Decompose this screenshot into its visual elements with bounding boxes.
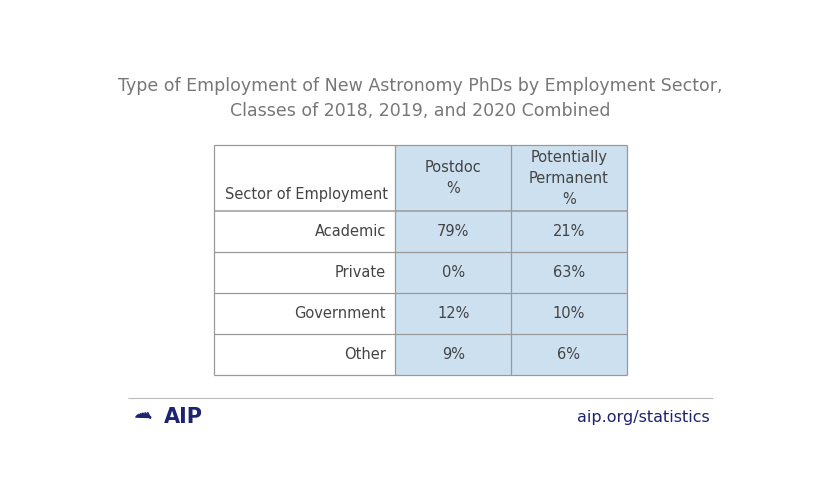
Text: 0%: 0%: [441, 265, 464, 280]
Text: 21%: 21%: [552, 224, 585, 239]
Text: 79%: 79%: [437, 224, 469, 239]
Text: 12%: 12%: [437, 306, 469, 320]
Text: 9%: 9%: [441, 347, 464, 362]
Text: Academic: Academic: [314, 224, 386, 239]
Text: AIP: AIP: [164, 407, 203, 428]
Text: Postdoc
%: Postdoc %: [424, 160, 481, 196]
Text: Type of Employment of New Astronomy PhDs by Employment Sector,
Classes of 2018, : Type of Employment of New Astronomy PhDs…: [118, 77, 722, 120]
Text: Sector of Employment: Sector of Employment: [224, 187, 387, 202]
Text: Private: Private: [334, 265, 386, 280]
Text: Other: Other: [344, 347, 386, 362]
Text: 63%: 63%: [552, 265, 584, 280]
Text: Government: Government: [294, 306, 386, 320]
Text: aip.org/statistics: aip.org/statistics: [576, 410, 708, 425]
Text: 10%: 10%: [552, 306, 585, 320]
Text: Potentially
Permanent
%: Potentially Permanent %: [528, 150, 609, 207]
Text: 6%: 6%: [557, 347, 580, 362]
